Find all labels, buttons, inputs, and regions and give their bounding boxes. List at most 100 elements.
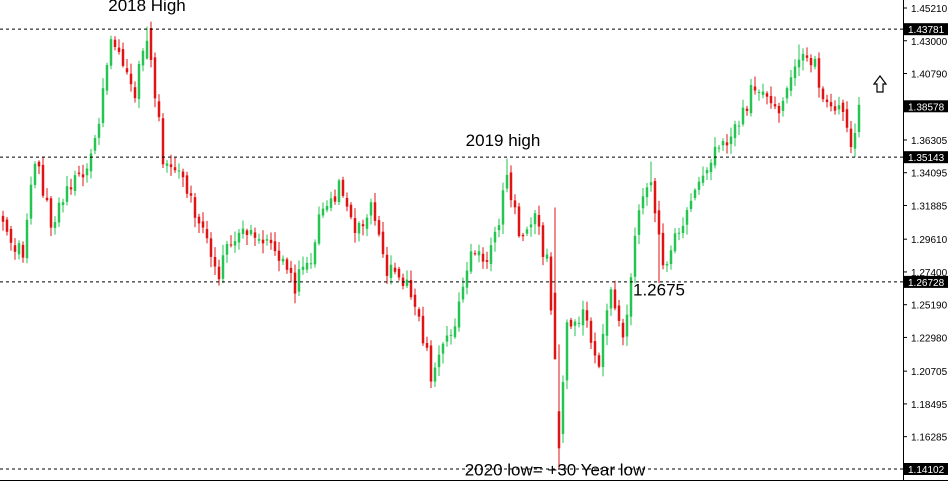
candle-body (817, 58, 821, 88)
candles-layer (1, 21, 861, 469)
candle (485, 251, 489, 269)
candle-body (733, 124, 737, 139)
annotations-layer: 2018 High 2019 high 1.2675 2020 low= +30 Ye… (108, 0, 685, 480)
candle (701, 166, 705, 186)
candle-body (145, 40, 149, 59)
candle (733, 120, 737, 147)
candle-body (485, 260, 489, 262)
candle-body (617, 305, 621, 321)
candle-body (481, 253, 485, 262)
candle (293, 264, 297, 304)
candle-body (793, 66, 797, 79)
candle-body (477, 251, 481, 256)
candle (789, 69, 793, 97)
candle (837, 96, 841, 115)
candle (693, 188, 697, 201)
candle (493, 226, 497, 252)
candle (633, 227, 637, 284)
price-axis: 1.45210 1.43000 1.40790 1.36305 1.34095 1.318… (0, 0, 948, 481)
candle (57, 197, 61, 228)
candle-body (681, 225, 685, 234)
candle (153, 52, 157, 108)
candle-body (705, 170, 709, 174)
candle-body (833, 106, 837, 111)
candle (181, 168, 185, 188)
price-level-label: 1.38578 (908, 102, 945, 113)
candle-body (677, 232, 681, 234)
candle (281, 255, 285, 265)
candle-body (765, 93, 769, 97)
y-tick-label: 1.34095 (911, 169, 948, 180)
candle (489, 237, 493, 272)
candle-body (185, 175, 189, 194)
candle-body (389, 264, 393, 278)
candle-body (685, 209, 689, 225)
candle (569, 317, 573, 329)
candle (473, 250, 477, 256)
candle-body (509, 172, 513, 201)
candle-body (253, 232, 257, 238)
candle-body (521, 234, 525, 237)
candle-body (73, 175, 77, 191)
candle (353, 208, 357, 243)
candle (29, 176, 33, 225)
y-tick-label: 1.29610 (911, 235, 948, 246)
candle (565, 319, 569, 390)
candle (613, 280, 617, 311)
candle (361, 219, 365, 236)
chart-annotation: 2018 High (108, 0, 186, 15)
candle-body (409, 280, 413, 298)
candle (209, 232, 213, 268)
candle-body (117, 47, 121, 52)
candle-body (549, 256, 553, 311)
candle-body (209, 238, 213, 257)
candle-body (421, 315, 425, 344)
candle-body (801, 53, 805, 61)
candle-body (317, 214, 321, 244)
candle (241, 220, 245, 239)
candle (517, 202, 521, 238)
up-arrow-icon[interactable] (872, 75, 888, 93)
candle-body (133, 87, 137, 99)
candle-body (489, 245, 493, 264)
price-level-label: 1.14102 (908, 465, 945, 476)
dashed-levels-layer (0, 28, 903, 470)
candle (729, 127, 733, 154)
candle (661, 223, 665, 270)
candle-body (141, 50, 145, 66)
candle-body (637, 210, 641, 235)
candle-body (525, 229, 529, 234)
candle-body (237, 232, 241, 243)
candle-body (325, 205, 329, 211)
candle-body (297, 269, 301, 292)
candle-body (345, 197, 349, 207)
candle-body (689, 200, 693, 209)
candle-body (109, 39, 113, 66)
candle-body (769, 95, 773, 104)
candle (129, 63, 133, 92)
candle (605, 303, 609, 346)
candle-body (29, 184, 33, 219)
candle-body (129, 73, 133, 85)
candle-body (517, 206, 521, 237)
candle-body (749, 85, 753, 114)
candle-body (357, 222, 361, 234)
candle (77, 165, 81, 177)
candle (41, 156, 45, 198)
candle-body (37, 161, 41, 167)
candle (845, 101, 849, 133)
candle (441, 341, 445, 364)
candle-body (21, 244, 25, 258)
candle-body (741, 107, 745, 125)
candle-body (573, 321, 577, 326)
candle-body (213, 256, 217, 267)
candle (365, 214, 369, 237)
candle-body (413, 294, 417, 307)
candle-body (709, 162, 713, 173)
candle (45, 188, 49, 202)
candle-body (841, 102, 845, 113)
candle-body (789, 77, 793, 91)
y-tick-label: 1.22980 (911, 333, 948, 344)
candle-body (61, 202, 65, 206)
